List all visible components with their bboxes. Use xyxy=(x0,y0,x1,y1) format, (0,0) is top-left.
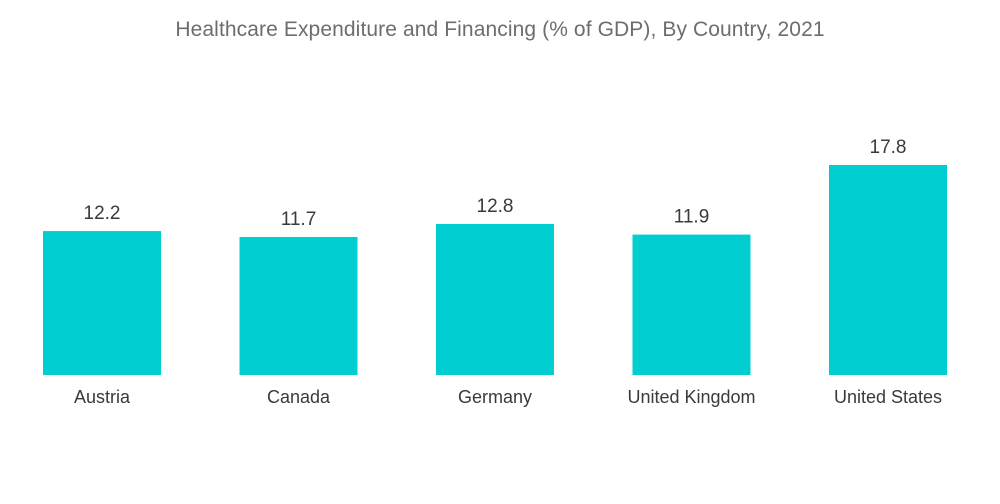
bar-united-kingdom xyxy=(632,234,751,375)
bar-austria xyxy=(43,231,161,375)
category-label-united-kingdom: United Kingdom xyxy=(627,387,755,407)
category-label-united-states: United States xyxy=(834,387,942,407)
category-label-canada: Canada xyxy=(267,387,331,407)
bars-group xyxy=(43,165,947,375)
value-label-germany: 12.8 xyxy=(477,196,514,217)
bar-germany xyxy=(436,223,554,375)
chart-title: Healthcare Expenditure and Financing (% … xyxy=(175,18,825,41)
value-labels-group: 12.2 11.7 12.8 11.9 17.8 xyxy=(84,137,907,230)
category-label-austria: Austria xyxy=(74,387,131,407)
category-labels-group: Austria Canada Germany United Kingdom United… xyxy=(74,387,942,407)
value-label-united-states: 17.8 xyxy=(870,137,907,158)
category-label-germany: Germany xyxy=(458,387,532,407)
value-label-austria: 12.2 xyxy=(84,203,121,224)
value-label-canada: 11.7 xyxy=(281,209,317,230)
bar-united-states xyxy=(829,165,947,375)
bar-canada xyxy=(239,236,358,375)
value-label-united-kingdom: 11.9 xyxy=(674,207,710,228)
